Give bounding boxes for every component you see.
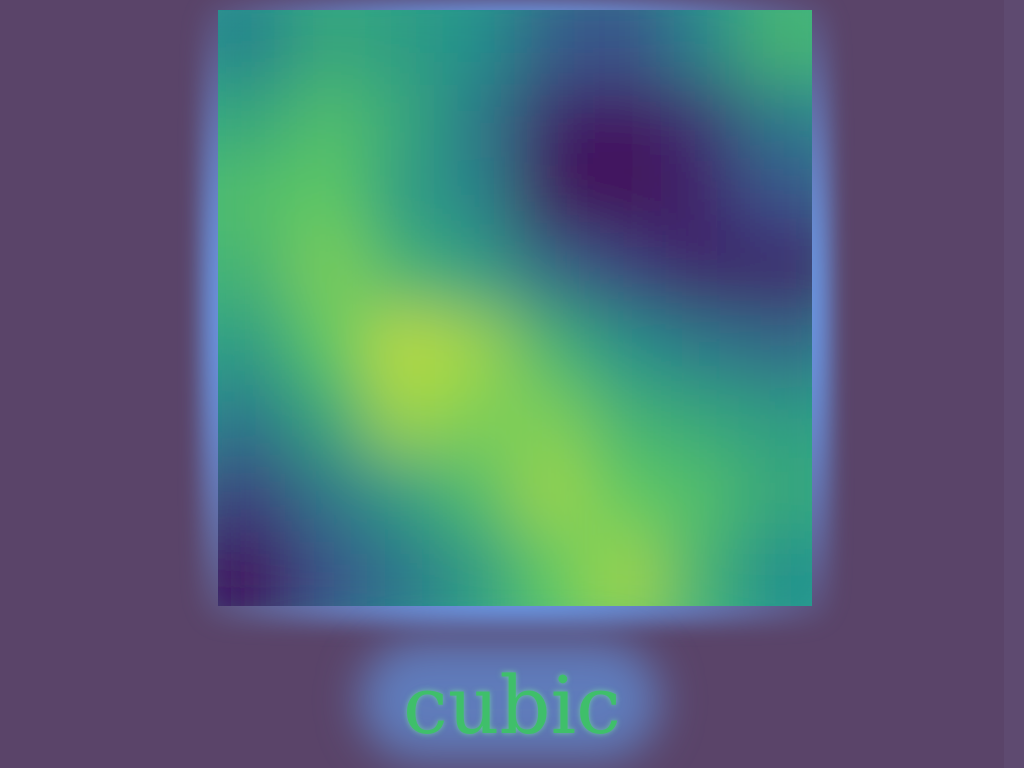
heatmap-cell-r7-c1	[292, 532, 367, 607]
heatmap	[218, 10, 812, 606]
heatmap-cell-r5-c3	[441, 383, 516, 459]
heatmap-cell-r2-c5	[589, 159, 664, 235]
heatmap-cell-r3-c6	[664, 234, 739, 310]
heatmap-cell-r6-c5	[589, 457, 664, 533]
right-edge-strip	[1004, 0, 1024, 768]
heatmap-cell-r3-c3	[441, 234, 516, 310]
heatmap-cell-r4-c0	[218, 308, 293, 384]
heatmap-cell-r3-c2	[367, 234, 442, 310]
heatmap-cell-r6-c2	[367, 457, 442, 533]
heatmap-cell-r1-c2	[367, 85, 442, 161]
heatmap-cell-r4-c4	[515, 308, 590, 384]
heatmap-cell-r1-c3	[441, 85, 516, 161]
heatmap-cell-r3-c0	[218, 234, 293, 310]
heatmap-cell-r1-c4	[515, 85, 590, 161]
heatmap-cell-r0-c7	[738, 10, 812, 86]
heatmap-cell-r3-c7	[738, 234, 812, 310]
heatmap-cell-r0-c0	[218, 10, 293, 86]
heatmap-cell-r1-c5	[589, 85, 664, 161]
heatmap-cell-r6-c1	[292, 457, 367, 533]
heatmap-cell-r3-c4	[515, 234, 590, 310]
heatmap-cell-r0-c2	[367, 10, 442, 86]
heatmap-cell-r7-c0	[218, 532, 293, 607]
heatmap-cell-r7-c2	[367, 532, 442, 607]
heatmap-cell-r6-c4	[515, 457, 590, 533]
heatmap-cell-r2-c6	[664, 159, 739, 235]
heatmap-cell-r4-c1	[292, 308, 367, 384]
heatmap-cell-r0-c5	[589, 10, 664, 86]
heatmap-cell-r4-c5	[589, 308, 664, 384]
heatmap-cell-r5-c1	[292, 383, 367, 459]
heatmap-cell-r6-c3	[441, 457, 516, 533]
heatmap-cell-r5-c2	[367, 383, 442, 459]
heatmap-cell-r1-c1	[292, 85, 367, 161]
heatmap-cell-r3-c5	[589, 234, 664, 310]
heatmap-cell-r2-c7	[738, 159, 812, 235]
heatmap-cell-r1-c0	[218, 85, 293, 161]
heatmap-cell-r7-c5	[589, 532, 664, 607]
heatmap-cell-r4-c7	[738, 308, 812, 384]
heatmap-cell-r6-c7	[738, 457, 812, 533]
heatmap-cell-r2-c4	[515, 159, 590, 235]
heatmap-cell-r7-c3	[441, 532, 516, 607]
heatmap-cell-r7-c6	[664, 532, 739, 607]
heatmap-cell-r2-c3	[441, 159, 516, 235]
heatmap-cell-r0-c1	[292, 10, 367, 86]
heatmap-cell-r4-c3	[441, 308, 516, 384]
heatmap-cell-r3-c1	[292, 234, 367, 310]
heatmap-cell-r0-c4	[515, 10, 590, 86]
heatmap-cell-r5-c7	[738, 383, 812, 459]
heatmap-cell-r6-c0	[218, 457, 293, 533]
heatmap-cell-r2-c1	[292, 159, 367, 235]
heatmap-cell-r5-c5	[589, 383, 664, 459]
heatmap-cell-r7-c7	[738, 532, 812, 607]
heatmap-cell-r5-c6	[664, 383, 739, 459]
heatmap-cell-r0-c3	[441, 10, 516, 86]
heatmap-cell-r5-c4	[515, 383, 590, 459]
heatmap-cell-r1-c6	[664, 85, 739, 161]
heatmap-cell-r1-c7	[738, 85, 812, 161]
heatmap-cell-r4-c6	[664, 308, 739, 384]
heatmap-cell-r5-c0	[218, 383, 293, 459]
heatmap-cell-r2-c0	[218, 159, 293, 235]
heatmap-cell-r4-c2	[367, 308, 442, 384]
heatmap-cell-r0-c6	[664, 10, 739, 86]
heatmap-cell-r6-c6	[664, 457, 739, 533]
heatmap-caption: cubic	[0, 656, 1024, 756]
heatmap-cell-r7-c4	[515, 532, 590, 607]
heatmap-cell-r2-c2	[367, 159, 442, 235]
